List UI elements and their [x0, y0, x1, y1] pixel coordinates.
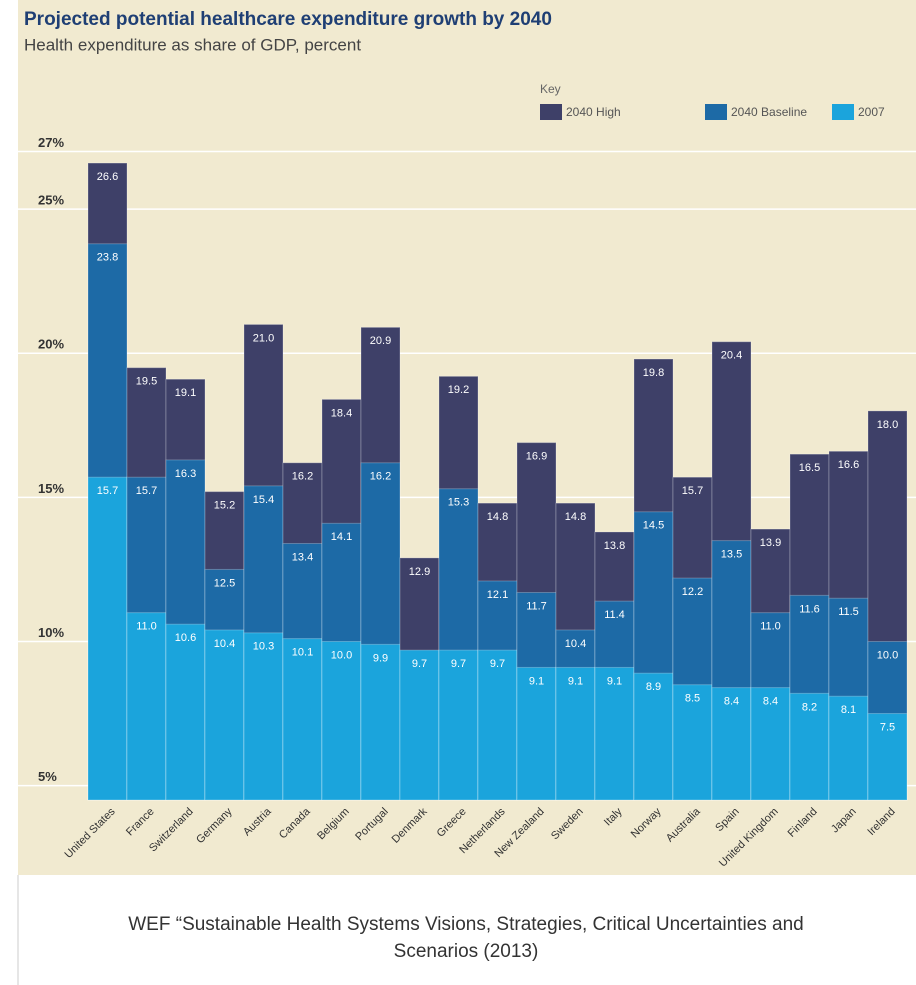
data-label: 11.0: [760, 621, 781, 633]
chart-title: Projected potential healthcare expenditu…: [24, 9, 552, 30]
data-label: 11.6: [799, 603, 820, 615]
data-label: 26.6: [97, 171, 118, 183]
data-label: 12.9: [409, 566, 430, 578]
data-label: 10.6: [175, 632, 196, 644]
bar: [165, 623, 206, 801]
bar: [321, 640, 362, 801]
data-label: 9.1: [568, 675, 583, 687]
legend-label: 2040 Baseline: [731, 105, 807, 119]
data-label: 23.8: [97, 252, 118, 264]
y-tick-label: 20%: [38, 337, 64, 352]
data-label: 16.6: [838, 459, 859, 471]
data-label: 16.2: [292, 471, 313, 483]
source-line-1: WEF “Sustainable Health Systems Visions,…: [128, 914, 803, 935]
legend-label: 2040 High: [566, 105, 621, 119]
data-label: 13.5: [721, 549, 742, 561]
y-tick-label: 27%: [38, 135, 64, 150]
data-label: 10.4: [214, 638, 235, 650]
bar: [711, 687, 752, 801]
y-tick-label: 15%: [38, 481, 64, 496]
data-label: 13.9: [760, 537, 781, 549]
data-label: 8.1: [841, 704, 856, 716]
data-label: 8.4: [763, 696, 778, 708]
data-label: 8.5: [685, 693, 700, 705]
data-label: 18.4: [331, 407, 352, 419]
data-label: 11.0: [136, 621, 157, 633]
data-label: 9.7: [412, 658, 427, 670]
data-label: 9.1: [529, 675, 544, 687]
legend-swatch: [540, 104, 562, 120]
bar: [243, 632, 284, 801]
data-label: 16.2: [370, 471, 391, 483]
data-label: 8.9: [646, 681, 661, 693]
data-label: 14.8: [487, 511, 508, 523]
data-label: 9.7: [451, 658, 466, 670]
data-label: 14.1: [331, 531, 352, 543]
data-label: 10.3: [253, 641, 274, 653]
data-label: 15.7: [136, 485, 157, 497]
bar: [477, 649, 518, 801]
legend-title: Key: [540, 82, 561, 96]
data-label: 8.2: [802, 701, 817, 713]
bar: [360, 643, 401, 801]
bar: [633, 672, 674, 801]
data-label: 7.5: [880, 721, 895, 733]
data-label: 19.1: [175, 387, 196, 399]
data-label: 8.4: [724, 696, 739, 708]
bar: [867, 713, 908, 801]
data-label: 12.2: [682, 586, 703, 598]
bar: [282, 638, 323, 801]
data-label: 9.1: [607, 675, 622, 687]
bar: [555, 666, 596, 801]
chart-subtitle: Health expenditure as share of GDP, perc…: [24, 35, 361, 54]
data-label: 9.7: [490, 658, 505, 670]
y-tick-label: 5%: [38, 769, 57, 784]
data-label: 10.0: [331, 649, 352, 661]
legend-label: 2007: [858, 105, 885, 119]
data-label: 15.4: [253, 494, 274, 506]
bar: [87, 476, 128, 801]
data-label: 14.5: [643, 520, 664, 532]
bar: [672, 684, 713, 801]
data-label: 10.1: [292, 647, 313, 659]
data-label: 15.3: [448, 497, 469, 509]
legend-swatch: [705, 104, 727, 120]
data-label: 11.5: [838, 606, 859, 618]
y-tick-label: 25%: [38, 193, 64, 208]
data-label: 19.8: [643, 367, 664, 379]
data-label: 19.5: [136, 376, 157, 388]
legend-swatch: [832, 104, 854, 120]
data-label: 9.9: [373, 652, 388, 664]
data-label: 11.7: [526, 600, 547, 612]
data-label: 16.9: [526, 451, 547, 463]
data-label: 15.2: [214, 500, 235, 512]
y-tick-label: 10%: [38, 625, 64, 640]
bar: [399, 649, 440, 801]
data-label: 20.4: [721, 350, 742, 362]
data-label: 18.0: [877, 419, 898, 431]
data-label: 13.8: [604, 540, 625, 552]
data-label: 20.9: [370, 335, 391, 347]
data-label: 12.5: [214, 577, 235, 589]
source-line-2: Scenarios (2013): [394, 941, 539, 962]
bar: [750, 687, 791, 801]
data-label: 16.3: [175, 468, 196, 480]
data-label: 15.7: [682, 485, 703, 497]
data-label: 13.4: [292, 551, 313, 563]
bar: [126, 612, 167, 801]
data-label: 11.4: [604, 609, 625, 621]
bar: [594, 666, 635, 801]
data-label: 10.0: [877, 649, 898, 661]
bar: [204, 629, 245, 801]
bar: [789, 692, 830, 801]
bar: [438, 649, 479, 801]
data-label: 21.0: [253, 332, 274, 344]
data-label: 19.2: [448, 384, 469, 396]
data-label: 15.7: [97, 485, 118, 497]
data-label: 12.1: [487, 589, 508, 601]
data-label: 10.4: [565, 638, 586, 650]
data-label: 16.5: [799, 462, 820, 474]
data-label: 14.8: [565, 511, 586, 523]
